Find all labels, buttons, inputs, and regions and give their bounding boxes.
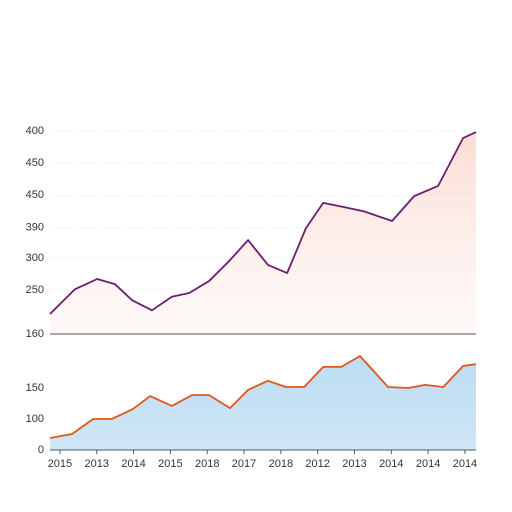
y-tick-label: 390 xyxy=(26,221,44,233)
x-tick-label: 2018 xyxy=(269,458,293,470)
x-tick-label: 2014 xyxy=(379,458,403,470)
y-tick-label: 100 xyxy=(26,413,44,425)
x-tick-label: 2014 xyxy=(416,458,440,470)
y-tick-label: 450 xyxy=(26,189,44,201)
x-tick-label: 2015 xyxy=(48,458,72,470)
y-tick-label: 250 xyxy=(26,284,44,296)
y-tick-label: 450 xyxy=(26,157,44,169)
x-tick-label: 2018 xyxy=(195,458,219,470)
x-tick-label: 2014 xyxy=(453,458,477,470)
y-tick-label: 300 xyxy=(26,252,44,264)
y-tick-label: 400 xyxy=(26,125,44,137)
x-tick-label: 2013 xyxy=(342,458,366,470)
area-fill xyxy=(50,132,476,334)
y-tick-label: 150 xyxy=(26,382,44,394)
x-tick-label: 2012 xyxy=(305,458,329,470)
area-fill xyxy=(50,356,476,450)
line xyxy=(49,355,477,439)
x-tick-label: 2013 xyxy=(85,458,109,470)
line xyxy=(49,131,477,315)
y-tick-label: 160 xyxy=(26,328,44,340)
y-tick-label: 0 xyxy=(38,444,44,456)
x-tick-label: 2017 xyxy=(232,458,256,470)
x-tick-label: 2015 xyxy=(158,458,182,470)
x-tick-label: 2014 xyxy=(121,458,145,470)
